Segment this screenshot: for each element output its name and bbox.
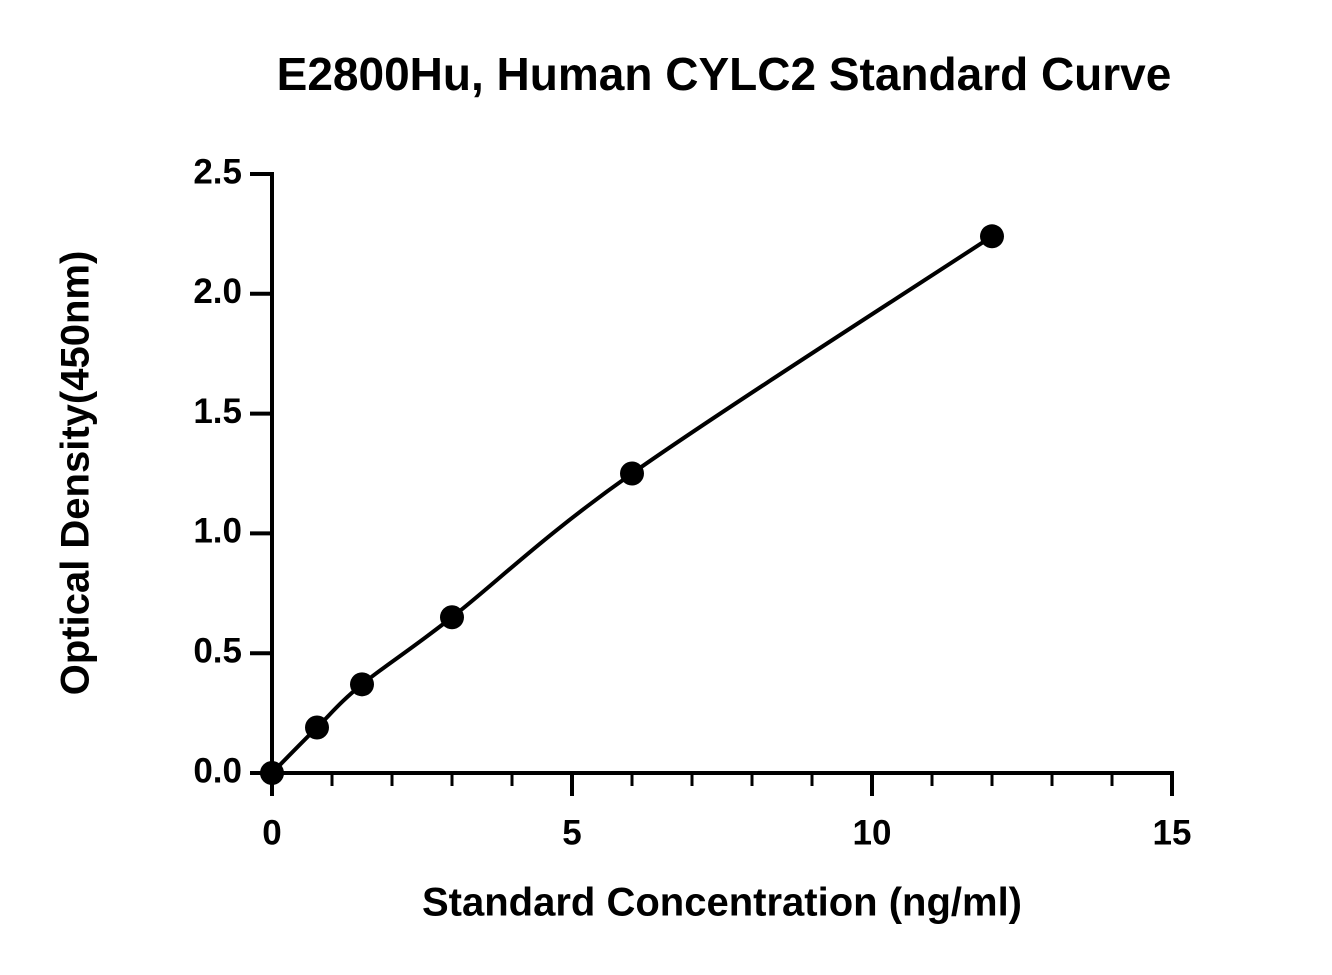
x-tick-label: 15	[1153, 813, 1192, 852]
y-axis-label: Optical Density(450nm)	[54, 251, 98, 696]
y-tick-label: 2.5	[193, 152, 242, 191]
data-point	[260, 761, 284, 785]
fit-curve	[270, 234, 994, 775]
x-tick-label: 10	[853, 813, 892, 852]
x-tick-label: 0	[262, 813, 281, 852]
x-tick-label: 5	[562, 813, 581, 852]
data-point	[980, 224, 1004, 249]
y-tick-label: 1.5	[193, 392, 242, 431]
data-point	[350, 672, 374, 697]
data-point	[305, 715, 329, 740]
y-tick-label: 0.5	[193, 631, 242, 670]
chart-title: E2800Hu, Human CYLC2 Standard Curve	[277, 48, 1172, 100]
y-tick-label: 2.0	[193, 272, 242, 311]
y-tick-label: 1.0	[193, 512, 242, 551]
y-tick-label: 0.0	[193, 751, 242, 790]
data-point	[620, 461, 644, 486]
x-axis-label: Standard Concentration (ng/ml)	[422, 881, 1022, 925]
data-point	[440, 605, 464, 630]
